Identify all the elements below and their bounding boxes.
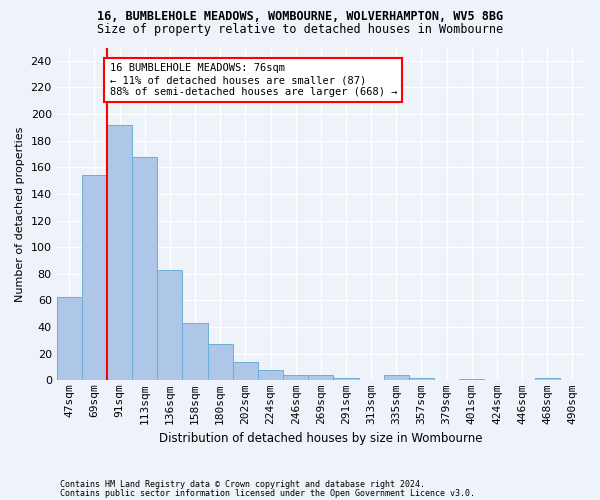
Bar bbox=[56, 296, 82, 380]
Text: Contains public sector information licensed under the Open Government Licence v3: Contains public sector information licen… bbox=[60, 488, 475, 498]
Text: Contains HM Land Registry data © Crown copyright and database right 2024.: Contains HM Land Registry data © Crown c… bbox=[60, 480, 425, 489]
Bar bbox=[82, 176, 107, 380]
Bar bbox=[535, 378, 560, 380]
Bar bbox=[283, 375, 308, 380]
Bar bbox=[334, 378, 359, 380]
Bar bbox=[409, 378, 434, 380]
Bar bbox=[107, 124, 132, 380]
Bar bbox=[233, 362, 258, 380]
Bar bbox=[208, 344, 233, 380]
Bar bbox=[157, 270, 182, 380]
Bar bbox=[182, 323, 208, 380]
Y-axis label: Number of detached properties: Number of detached properties bbox=[15, 126, 25, 302]
X-axis label: Distribution of detached houses by size in Wombourne: Distribution of detached houses by size … bbox=[159, 432, 482, 445]
Text: 16, BUMBLEHOLE MEADOWS, WOMBOURNE, WOLVERHAMPTON, WV5 8BG: 16, BUMBLEHOLE MEADOWS, WOMBOURNE, WOLVE… bbox=[97, 10, 503, 23]
Bar bbox=[308, 375, 334, 380]
Bar bbox=[258, 370, 283, 380]
Bar bbox=[132, 156, 157, 380]
Bar bbox=[384, 375, 409, 380]
Bar bbox=[459, 379, 484, 380]
Text: Size of property relative to detached houses in Wombourne: Size of property relative to detached ho… bbox=[97, 22, 503, 36]
Text: 16 BUMBLEHOLE MEADOWS: 76sqm
← 11% of detached houses are smaller (87)
88% of se: 16 BUMBLEHOLE MEADOWS: 76sqm ← 11% of de… bbox=[110, 64, 397, 96]
